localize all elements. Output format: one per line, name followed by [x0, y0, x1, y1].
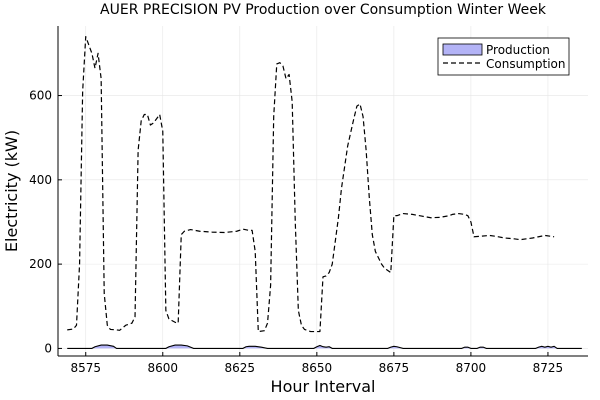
legend-consumption-label: Consumption [486, 57, 565, 71]
grid [58, 26, 588, 356]
plot-area: 8575 8600 8625 8650 8675 8700 8725 0 200 400 600 [29, 26, 588, 375]
consumption-series [67, 35, 555, 333]
x-tick-label: 8650 [302, 361, 333, 375]
tick-labels: 8575 8600 8625 8650 8675 8700 8725 0 200 400 600 [29, 89, 563, 375]
x-tick-label: 8675 [379, 361, 410, 375]
legend-production-swatch [442, 43, 483, 56]
x-tick-label: 8600 [147, 361, 178, 375]
y-tick-label: 600 [29, 89, 52, 103]
y-tick-label: 200 [29, 257, 52, 271]
x-tick-label: 8725 [533, 361, 564, 375]
production-series [67, 344, 582, 349]
axes [57, 26, 588, 357]
legend-production-label: Production [486, 43, 550, 57]
consumption-line [67, 35, 555, 333]
production-line [67, 344, 582, 349]
plot-background [58, 26, 588, 356]
y-axis-title: Electricity (kW) [2, 130, 21, 252]
y-tick-label: 0 [44, 341, 52, 355]
chart-title: AUER PRECISION PV Production over Consum… [100, 2, 547, 18]
y-tick-label: 400 [29, 173, 52, 187]
x-tick-label: 8625 [225, 361, 256, 375]
x-axis-title: Hour Interval [271, 377, 376, 396]
legend: Production Consumption [437, 37, 570, 76]
x-tick-label: 8575 [70, 361, 101, 375]
x-tick-label: 8700 [456, 361, 487, 375]
